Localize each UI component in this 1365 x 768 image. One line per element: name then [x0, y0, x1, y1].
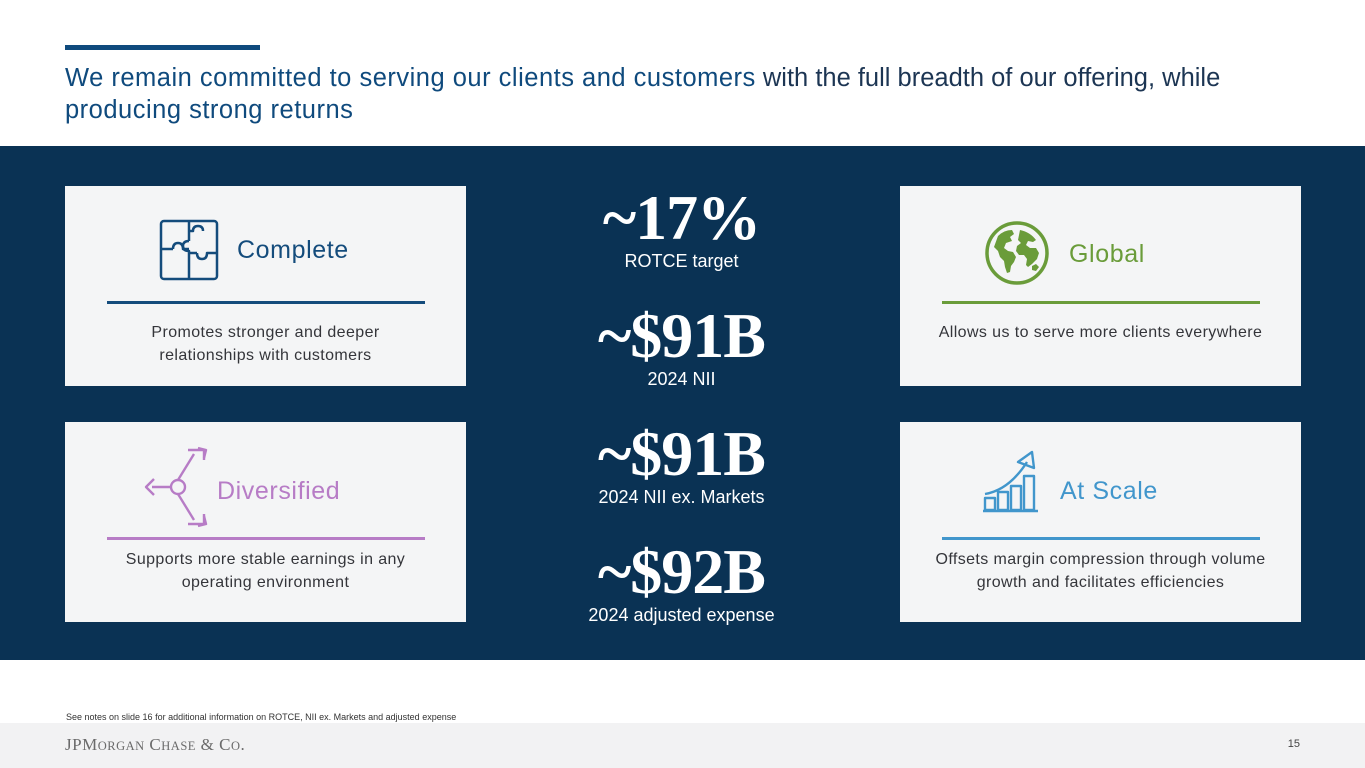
- card-complete-label: Complete: [237, 236, 349, 264]
- metric-adjusted-expense: ~$92B 2024 adjusted expense: [540, 536, 823, 626]
- metric-nii: ~$91B 2024 NII: [540, 300, 823, 390]
- card-global-description: Allows us to serve more clients everywhe…: [930, 321, 1271, 344]
- title-accent-rule: [65, 45, 260, 50]
- card-diversified-label: Diversified: [217, 477, 341, 505]
- card-at-scale-label: At Scale: [1060, 477, 1158, 505]
- card-global-rule: [942, 301, 1260, 304]
- puzzle-icon: [159, 219, 221, 286]
- page-number: 15: [1287, 738, 1300, 750]
- metric-label: ROTCE target: [624, 251, 739, 271]
- card-diversified-rule: [107, 537, 425, 540]
- footer-bar: [0, 723, 1365, 768]
- metric-label: 2024 NII ex. Markets: [598, 487, 765, 507]
- metric-value: ~$92B: [598, 536, 766, 607]
- card-at-scale-description: Offsets margin compression through volum…: [930, 548, 1271, 594]
- card-global-desc-line1: Allows us to serve more clients everywhe…: [938, 324, 1263, 341]
- card-diversified-desc-line1: Supports more stable earnings in any: [125, 551, 406, 568]
- title-rest-text: with the full breadth of our offering, w…: [755, 64, 1221, 92]
- card-complete-rule: [107, 301, 425, 304]
- title-accent-text: We remain committed to serving our clien…: [65, 64, 756, 92]
- footnote: See notes on slide 16 for additional inf…: [66, 712, 457, 722]
- card-at-scale-desc-line1: Offsets margin compression through volum…: [935, 551, 1266, 568]
- growth-chart-icon: [982, 448, 1044, 519]
- metric-nii-ex-markets: ~$91B 2024 NII ex. Markets: [540, 418, 823, 508]
- card-complete-desc-line1: Promotes stronger and deeper: [151, 324, 380, 341]
- title-tail-text: producing strong returns: [65, 96, 354, 124]
- card-at-scale-rule: [942, 537, 1260, 540]
- card-diversified: Diversified Supports more stable earning…: [65, 422, 466, 622]
- metric-label: 2024 adjusted expense: [588, 605, 775, 625]
- globe-icon: [984, 220, 1050, 291]
- card-at-scale-desc-line2: growth and facilitates efficiencies: [976, 574, 1225, 591]
- card-complete-description: Promotes stronger and deeper relationshi…: [95, 321, 436, 367]
- metric-value: ~17%: [602, 182, 761, 253]
- card-global: Global Allows us to serve more clients e…: [900, 186, 1301, 386]
- card-diversified-description: Supports more stable earnings in any ope…: [95, 548, 436, 594]
- metric-value: ~$91B: [598, 300, 766, 371]
- branching-arrows-icon: [142, 446, 212, 533]
- company-logo: JPMORGAN CHASE & CO.: [65, 735, 246, 754]
- card-diversified-desc-line2: operating environment: [181, 574, 350, 591]
- metric-rotce: ~17% ROTCE target: [540, 182, 823, 272]
- card-complete-desc-line2: relationships with customers: [159, 347, 372, 364]
- card-global-label: Global: [1069, 240, 1145, 268]
- metric-label: 2024 NII: [647, 369, 716, 389]
- card-complete: Complete Promotes stronger and deeper re…: [65, 186, 466, 386]
- metric-value: ~$91B: [598, 418, 766, 489]
- card-at-scale: At Scale Offsets margin compression thro…: [900, 422, 1301, 622]
- page-title: We remain committed to serving our clien…: [65, 62, 1305, 126]
